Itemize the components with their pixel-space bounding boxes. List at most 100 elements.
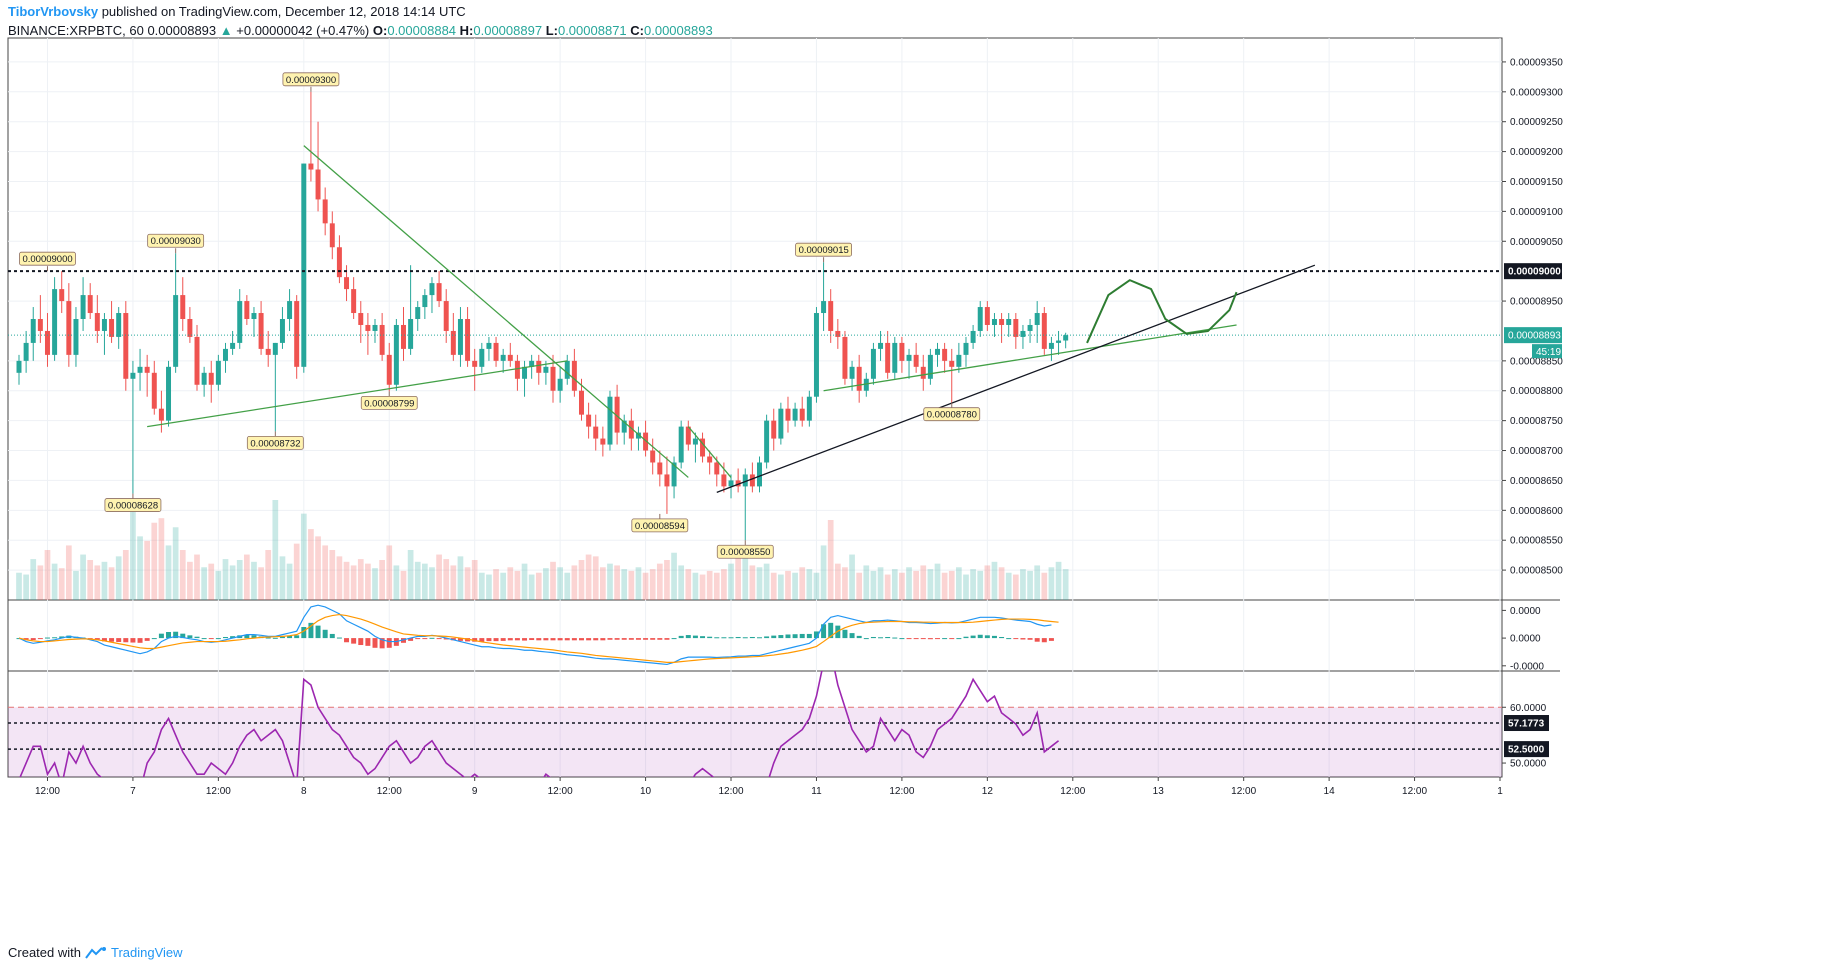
macd-histogram-bar (329, 633, 335, 639)
volume-bar (956, 567, 962, 600)
candle-body (393, 324, 399, 385)
volume-bar (308, 529, 314, 600)
current-price-label: 0.00008893 (1508, 331, 1561, 342)
x-tick-label: 12:00 (206, 786, 231, 797)
volume-bar (543, 568, 549, 600)
candle-body (379, 324, 385, 355)
rsi-band (8, 707, 1502, 777)
volume-bar (600, 567, 606, 600)
symbol[interactable]: BINANCE:XRPBTC, 60 (8, 23, 144, 38)
macd-histogram-bar (935, 638, 940, 640)
rsi-level-box (1504, 741, 1549, 758)
tradingview-brand[interactable]: TradingView (110, 945, 183, 960)
volume-bar (514, 570, 521, 600)
volume-bar (393, 565, 400, 600)
volume-bar (322, 545, 329, 600)
volume-bar (94, 565, 101, 600)
macd-histogram-bar (187, 635, 193, 639)
macd-histogram-bar (849, 633, 855, 639)
macd-histogram-bar (144, 638, 150, 641)
macd-histogram-bar (173, 631, 179, 639)
volume-bar (443, 559, 450, 600)
volume-bar (1027, 570, 1033, 600)
candle-body (678, 426, 684, 463)
macd-histogram-bar (151, 638, 157, 640)
price-label-box (147, 233, 205, 248)
candle-body (465, 319, 471, 361)
price-tick-label: 0.00009100 (1510, 207, 1563, 218)
candle-body (906, 354, 912, 361)
macd-histogram-bar (856, 635, 862, 639)
macd-histogram-bar (400, 638, 406, 643)
macd-histogram-bar (671, 638, 677, 640)
candle-body (514, 360, 520, 379)
volume-bar (977, 570, 984, 600)
volume-bar (742, 547, 749, 600)
volume-bar (592, 556, 599, 600)
volume-bar (208, 563, 215, 600)
price-tick-label: 0.00008850 (1510, 356, 1563, 367)
macd-histogram-bar (287, 635, 293, 639)
macd-histogram-bar (550, 638, 556, 641)
candle-body (885, 342, 891, 373)
candle-body (571, 360, 577, 391)
candle-body (1048, 342, 1054, 349)
candle-body (1006, 319, 1012, 325)
macd-histogram-bar (821, 624, 827, 639)
macd-histogram-bar (294, 635, 300, 639)
candle-body (358, 313, 364, 325)
macd-histogram-bar (222, 636, 228, 639)
candle-body (1056, 340, 1062, 343)
candle-body (579, 390, 584, 415)
macd-tick-label: -0.0000 (1510, 661, 1544, 672)
candle-body (272, 342, 278, 355)
volume-bar (172, 527, 179, 600)
candle-body (151, 372, 157, 409)
trend-line (687, 426, 732, 478)
volume-bar (336, 556, 343, 600)
trend-line (716, 264, 1316, 493)
volume-bar (400, 570, 407, 600)
x-tick-label: 12:00 (377, 786, 402, 797)
volume-bar (300, 513, 307, 600)
macd-histogram-bar (101, 638, 107, 642)
high-label: H: (459, 23, 474, 38)
volume-bar (564, 572, 571, 600)
volume-bar (713, 572, 720, 600)
price-label-text: 0.00009015 (799, 245, 849, 256)
candle-body (920, 366, 926, 379)
rsi-level-box (1504, 715, 1549, 732)
macd-histogram-bar (742, 637, 748, 639)
macd-histogram-bar (557, 638, 563, 641)
candle-body (685, 426, 691, 445)
candle-body (230, 342, 236, 349)
price-label-box (795, 242, 852, 257)
volume-bar (998, 567, 1005, 600)
macd-histogram-bar (265, 637, 271, 639)
candle-body (700, 438, 706, 457)
price-label-box (631, 518, 689, 533)
macd-histogram-bar (927, 638, 933, 640)
candle-body (735, 480, 741, 487)
rsi-level-label: 52.5000 (1508, 745, 1545, 756)
macd-histogram-bar (870, 636, 876, 639)
countdown-label: 45:19 (1536, 347, 1561, 358)
author-link[interactable]: TiborVrbovsky (8, 4, 99, 19)
volume-bar (856, 572, 863, 600)
macd-histogram-bar (408, 638, 414, 641)
price-label-box (19, 251, 76, 266)
candle-body (251, 313, 257, 319)
macd-histogram-bar (94, 638, 100, 640)
candle-body (970, 330, 976, 343)
volume-bar (279, 556, 286, 600)
candle-body (415, 307, 421, 319)
volume-bar (272, 500, 279, 600)
macd-histogram-bar (315, 625, 321, 639)
macd-histogram-bar (536, 638, 542, 641)
candle-body (258, 313, 264, 349)
ohlc-line: BINANCE:XRPBTC, 60 0.00008893 ▲ +0.00000… (8, 23, 1808, 39)
candle-body (429, 283, 435, 296)
candle-body (215, 360, 221, 385)
candle-body (778, 408, 784, 439)
